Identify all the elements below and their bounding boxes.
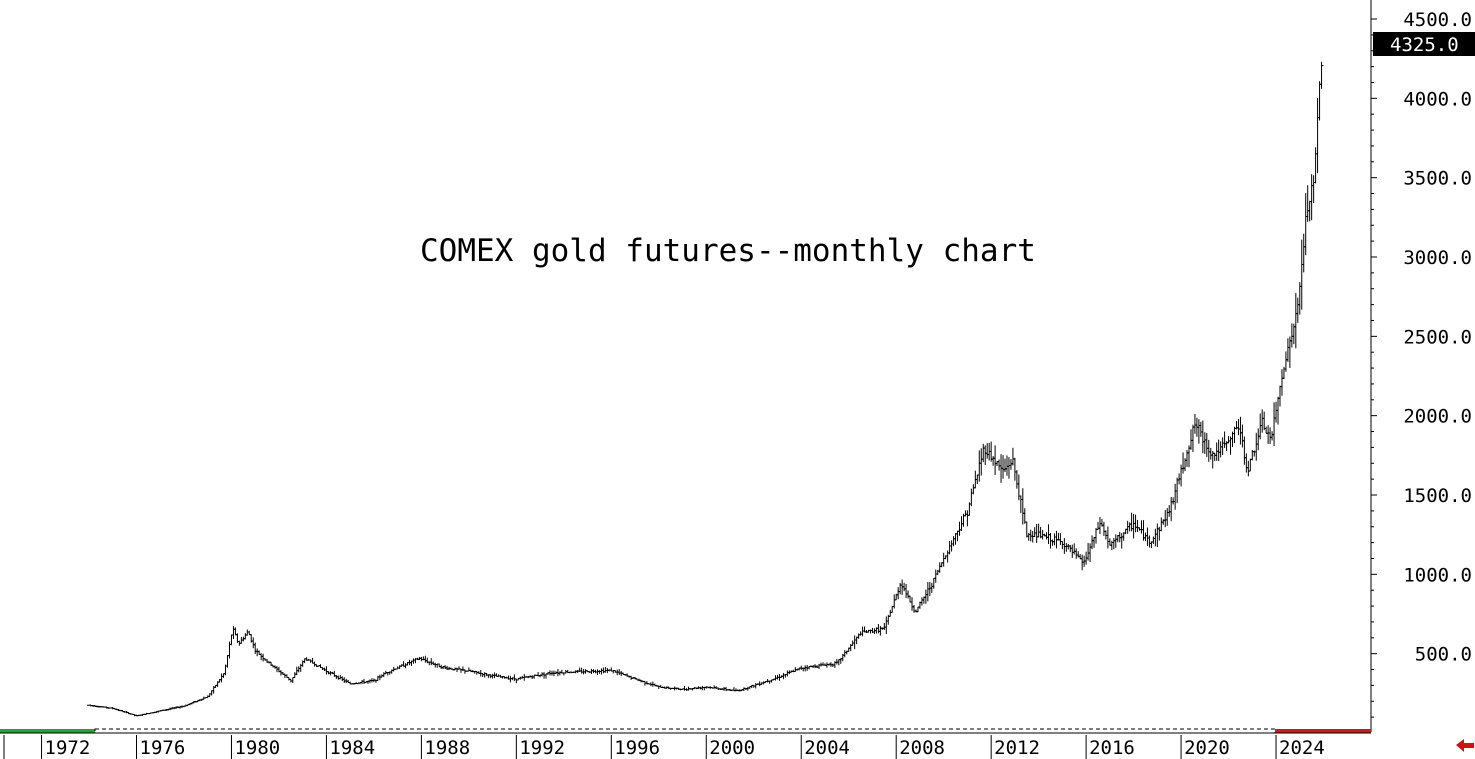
y-tick-label: 2000.0 [1403, 406, 1472, 428]
x-tick-label: 1984 [329, 737, 375, 759]
x-tick-label: 2020 [1184, 737, 1230, 759]
bottom-band-red [1275, 729, 1371, 733]
chart-title: COMEX gold futures--monthly chart [420, 233, 1036, 269]
y-tick-label: 4000.0 [1403, 88, 1472, 110]
y-tick-label: 1000.0 [1403, 564, 1472, 586]
x-tick-label: 1976 [140, 737, 186, 759]
x-tick-label: 1996 [614, 737, 660, 759]
y-tick-label: 2500.0 [1403, 326, 1472, 348]
last-price-label: 4325.0 [1390, 34, 1459, 56]
x-tick-label: 2016 [1089, 737, 1135, 759]
scroll-left-arrow-icon[interactable] [1456, 739, 1474, 752]
y-tick-label: 4500.0 [1403, 9, 1472, 31]
bottom-band-green [0, 729, 95, 733]
y-axis: 4500.0 4000.0 3500.0 3000.0 2500.0 2000.0 1500… [1371, 9, 1472, 718]
y-tick-label: 500.0 [1415, 644, 1472, 666]
x-tick-label: 2012 [994, 737, 1040, 759]
price-bars [87, 61, 1324, 717]
x-tick-label: 2004 [804, 737, 850, 759]
x-tick-label: 2000 [709, 737, 755, 759]
x-tick-label: 2008 [899, 737, 945, 759]
y-tick-label: 1500.0 [1403, 485, 1472, 507]
last-price-marker: 4325.0 [1373, 32, 1475, 56]
x-tick-label: 1980 [234, 737, 280, 759]
last-price-box [1373, 32, 1475, 56]
y-tick-label: 3000.0 [1403, 247, 1472, 269]
x-tick-label: 1988 [424, 737, 470, 759]
x-axis: 1972 1976 1980 1984 1988 1992 1996 2000 2004 2008… [41, 735, 1325, 759]
y-tick-label: 3500.0 [1403, 168, 1472, 190]
x-tick-label: 2024 [1279, 737, 1325, 759]
bottom-band-white [94, 728, 1276, 734]
x-tick-label: 1992 [519, 737, 565, 759]
x-tick-label: 1972 [45, 737, 91, 759]
